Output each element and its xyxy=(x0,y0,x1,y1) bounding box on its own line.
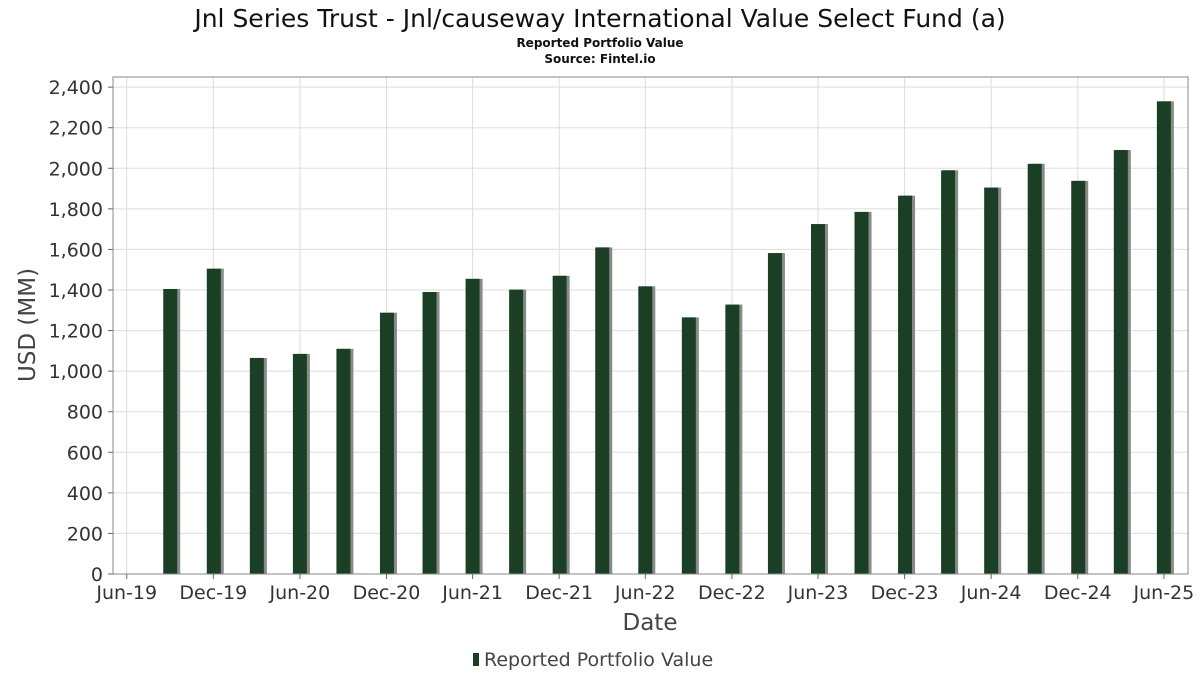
bar xyxy=(1113,150,1128,574)
legend: Reported Portfolio Value xyxy=(473,649,713,671)
plot-frame xyxy=(112,76,1189,575)
y-tick-label: 2,200 xyxy=(49,118,103,140)
x-tick-label: Jun-25 xyxy=(1133,582,1195,604)
x-tick-label: Dec-19 xyxy=(179,582,247,604)
x-tick-label: Dec-21 xyxy=(525,582,593,604)
x-tick-label: Dec-22 xyxy=(698,582,766,604)
x-tick-label: Dec-24 xyxy=(1044,582,1112,604)
bar xyxy=(854,211,869,574)
bars xyxy=(163,101,1174,575)
bar xyxy=(509,289,524,574)
bar xyxy=(1027,163,1042,574)
x-tick-label: Dec-20 xyxy=(353,582,421,604)
y-tick-label: 400 xyxy=(67,483,103,505)
x-tick-label: Jun-19 xyxy=(95,582,157,604)
x-tick-label: Jun-23 xyxy=(787,582,849,604)
bar xyxy=(249,357,264,574)
bar xyxy=(379,312,394,574)
chart-title: Jnl Series Trust - Jnl/causeway Internat… xyxy=(192,4,1005,33)
y-tick-label: 1,400 xyxy=(49,280,103,302)
bar xyxy=(465,278,480,574)
y-tick-label: 1,000 xyxy=(49,361,103,383)
x-tick-label: Jun-20 xyxy=(269,582,331,604)
chart-source: Source: Fintel.io xyxy=(544,52,655,66)
bar xyxy=(163,288,178,574)
bar xyxy=(206,268,221,574)
ticks: 0 200 400 600 800 1,000 1,200 1,400 1,600 1,800 2,… xyxy=(49,77,1195,604)
bar xyxy=(767,253,782,574)
x-tick-label: Jun-21 xyxy=(441,582,503,604)
y-tick-label: 800 xyxy=(67,402,103,424)
y-tick-label: 1,800 xyxy=(49,199,103,221)
y-tick-label: 600 xyxy=(67,442,103,464)
y-tick-label: 1,600 xyxy=(49,239,103,261)
x-tick-label: Jun-24 xyxy=(960,582,1022,604)
bar xyxy=(1071,180,1086,574)
y-tick-label: 2,400 xyxy=(49,77,103,99)
bar xyxy=(810,224,825,575)
bar xyxy=(595,247,610,574)
bar xyxy=(984,187,999,575)
y-tick-label: 1,200 xyxy=(49,321,103,343)
legend-swatch xyxy=(473,653,479,666)
bar xyxy=(1156,101,1171,574)
y-tick-label: 0 xyxy=(91,564,103,586)
x-tick-label: Jun-22 xyxy=(614,582,676,604)
bar xyxy=(941,170,956,575)
bar xyxy=(898,195,913,574)
bar xyxy=(638,286,653,574)
y-tick-label: 2,000 xyxy=(49,158,103,180)
bar xyxy=(292,353,307,574)
bar xyxy=(336,348,351,574)
bar xyxy=(725,304,740,574)
y-axis-label: USD (MM) xyxy=(15,268,41,382)
chart-subtitle: Reported Portfolio Value xyxy=(516,36,683,50)
x-axis-label: Date xyxy=(623,610,678,636)
x-tick-label: Dec-23 xyxy=(871,582,939,604)
legend-label: Reported Portfolio Value xyxy=(484,649,713,671)
bar xyxy=(422,292,437,574)
bar xyxy=(681,317,696,574)
y-tick-label: 200 xyxy=(67,523,103,545)
bar xyxy=(552,275,567,574)
